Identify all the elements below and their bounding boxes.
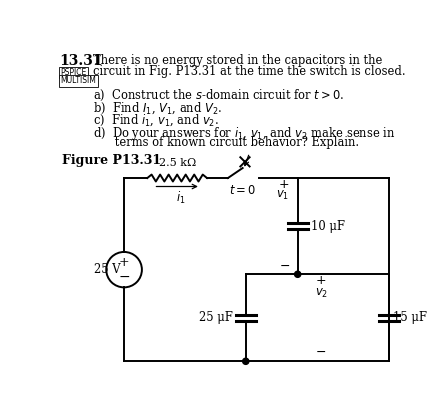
Text: 25 μF: 25 μF xyxy=(199,311,232,324)
Text: 15 μF: 15 μF xyxy=(393,311,427,324)
Text: −: − xyxy=(118,269,130,283)
Text: $v_1$: $v_1$ xyxy=(276,188,289,201)
Text: −: − xyxy=(280,260,291,273)
Text: $i_1$: $i_1$ xyxy=(176,190,186,206)
Text: PSPICE: PSPICE xyxy=(60,68,87,77)
Text: MULTISIM: MULTISIM xyxy=(60,76,97,85)
Text: +: + xyxy=(119,256,129,269)
Text: terms of known circuit behavior? Explain.: terms of known circuit behavior? Explain… xyxy=(93,136,359,149)
Text: 25 V: 25 V xyxy=(94,263,120,276)
Text: circuit in Fig. P13.31 at the time the switch is closed.: circuit in Fig. P13.31 at the time the s… xyxy=(93,65,406,78)
Text: +: + xyxy=(316,274,327,287)
Text: c)  Find $i_1$, $v_1$, and $v_2$.: c) Find $i_1$, $v_1$, and $v_2$. xyxy=(93,112,219,128)
Text: d)  Do your answers for $i_1$, $v_1$, and $v_2$ make sense in: d) Do your answers for $i_1$, $v_1$, and… xyxy=(93,125,396,142)
Circle shape xyxy=(295,271,301,277)
Circle shape xyxy=(243,358,249,364)
Text: $t = 0$: $t = 0$ xyxy=(229,184,257,197)
Text: Figure P13.31: Figure P13.31 xyxy=(62,154,161,167)
Text: $v_2$: $v_2$ xyxy=(315,287,328,300)
Text: −: − xyxy=(316,346,327,358)
Text: a)  Construct the $s$-domain circuit for $t > 0$.: a) Construct the $s$-domain circuit for … xyxy=(93,88,345,103)
Text: 10 μF: 10 μF xyxy=(311,220,345,233)
Text: 13.31: 13.31 xyxy=(59,54,103,68)
Text: 2.5 kΩ: 2.5 kΩ xyxy=(159,158,196,168)
Text: +: + xyxy=(278,178,289,191)
Text: b)  Find $I_1$, $V_1$, and $V_2$.: b) Find $I_1$, $V_1$, and $V_2$. xyxy=(93,100,222,116)
Text: There is no energy stored in the capacitors in the: There is no energy stored in the capacit… xyxy=(93,54,383,67)
